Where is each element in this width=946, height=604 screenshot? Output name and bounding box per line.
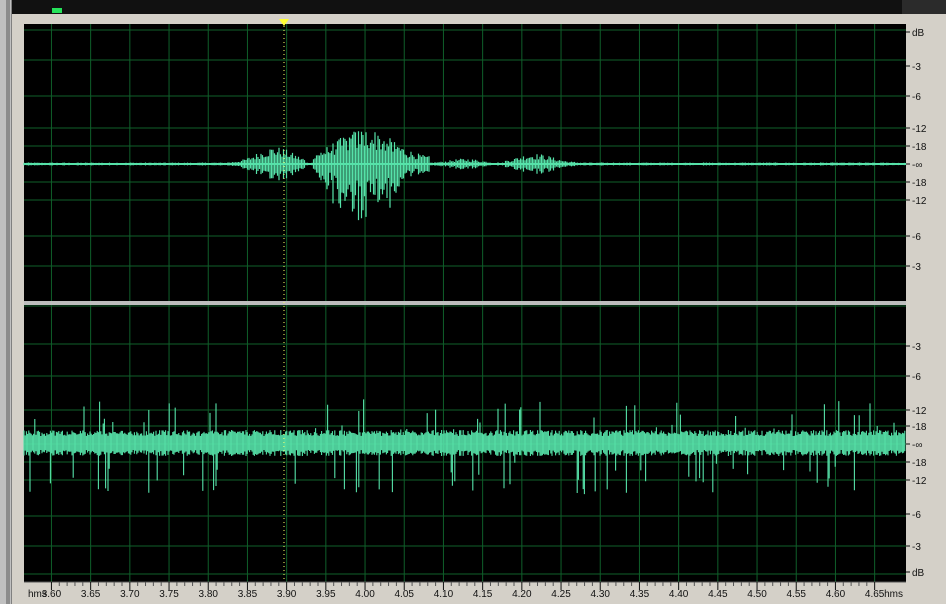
overview-strip[interactable] bbox=[12, 0, 946, 14]
ruler-label: 4.60 bbox=[826, 589, 846, 600]
ruler-label: 4.30 bbox=[591, 589, 611, 600]
ruler-label: 4.15 bbox=[473, 589, 493, 600]
channel-separator bbox=[24, 301, 906, 305]
db-scale-bottom-label: -12 bbox=[912, 406, 927, 417]
ruler-label: 4.50 bbox=[747, 589, 767, 600]
ruler-label: 4.55 bbox=[787, 589, 807, 600]
ruler-label: 3.60 bbox=[42, 589, 62, 600]
db-scale-top-label: -3 bbox=[912, 262, 921, 273]
selection-marker[interactable] bbox=[52, 8, 62, 13]
db-scale-bottom-label: -3 bbox=[912, 542, 921, 553]
ruler-label: 3.70 bbox=[120, 589, 140, 600]
ruler-label: 4.10 bbox=[434, 589, 454, 600]
ruler-label: 3.85 bbox=[238, 589, 258, 600]
db-scale-top-label: -6 bbox=[912, 92, 921, 103]
ruler-label: 3.65 bbox=[81, 589, 101, 600]
db-scale-top-label: -12 bbox=[912, 196, 927, 207]
ruler-label: 4.00 bbox=[355, 589, 375, 600]
playhead-marker[interactable] bbox=[279, 19, 289, 26]
db-scale-bottom-label: -3 bbox=[912, 342, 921, 353]
db-scale-bottom-label: -∞ bbox=[912, 440, 922, 451]
ruler-label: 4.35 bbox=[630, 589, 650, 600]
ruler-label: 3.75 bbox=[159, 589, 179, 600]
ruler-label: 4.20 bbox=[512, 589, 532, 600]
db-scale-bottom-label: -18 bbox=[912, 458, 927, 469]
db-scale-top-label: dB bbox=[912, 28, 925, 39]
db-scale-top-label: -6 bbox=[912, 232, 921, 243]
ruler-unit-right: hms bbox=[884, 589, 903, 600]
db-scale-bottom-label: dB bbox=[912, 568, 925, 579]
db-scale-top: dB -3 -6 -12 -18 -∞ -18 -12 -6 -3 bbox=[906, 24, 946, 302]
ruler-label: 4.45 bbox=[708, 589, 728, 600]
db-scale-top-label: -18 bbox=[912, 142, 927, 153]
db-scale-bottom-label: -6 bbox=[912, 510, 921, 521]
db-scale-top-label: -∞ bbox=[912, 160, 922, 171]
ruler-label: 3.95 bbox=[316, 589, 336, 600]
ruler-label: 4.65 bbox=[865, 589, 885, 600]
ruler-label: 4.40 bbox=[669, 589, 689, 600]
db-scale-top-label: -18 bbox=[912, 178, 927, 189]
waveform-channel-bottom[interactable] bbox=[23, 399, 906, 495]
db-scale-bottom-label: -12 bbox=[912, 476, 927, 487]
ruler-label: 4.25 bbox=[551, 589, 571, 600]
db-scale-bottom-label: -18 bbox=[912, 422, 927, 433]
ruler-unit-left: hms bbox=[28, 589, 47, 600]
waveform-trace-bottom bbox=[23, 399, 906, 495]
left-scrollbar[interactable] bbox=[0, 0, 12, 604]
ruler-label: 3.90 bbox=[277, 589, 297, 600]
waveform-channel-top[interactable] bbox=[23, 131, 906, 221]
db-scale-bottom-label: -6 bbox=[912, 372, 921, 383]
ruler-label: 3.80 bbox=[199, 589, 219, 600]
db-scale-top-label: -12 bbox=[912, 124, 927, 135]
ruler-label: 4.05 bbox=[395, 589, 415, 600]
db-scale-top-label: -3 bbox=[912, 62, 921, 73]
db-scale-bottom: -3 -6 -12 -18 -∞ -18 -12 -6 -3 dB bbox=[906, 304, 946, 580]
